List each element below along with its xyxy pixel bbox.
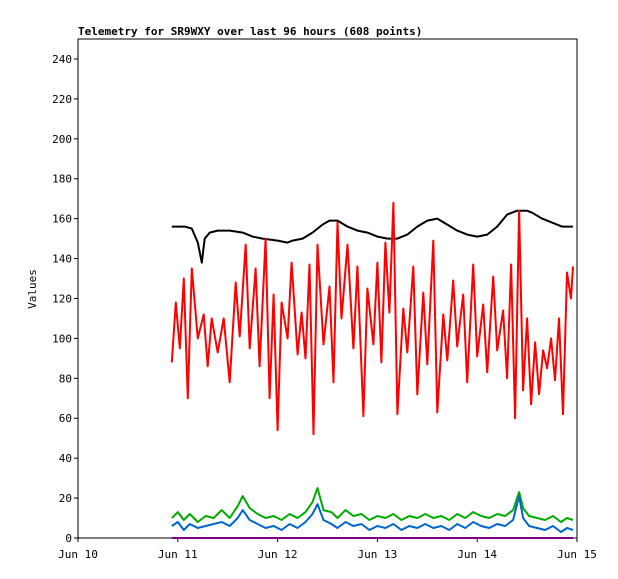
y-tick-label: 240 bbox=[52, 53, 72, 66]
y-tick-label: 100 bbox=[52, 332, 72, 345]
y-tick-label: 40 bbox=[59, 452, 72, 465]
x-tick-label: Jun 15 bbox=[557, 548, 597, 561]
series-line-4 bbox=[171, 495, 574, 533]
y-axis-label: Values bbox=[26, 269, 39, 309]
x-tick-label: Jun 12 bbox=[258, 548, 298, 561]
y-tick-label: 160 bbox=[52, 213, 72, 226]
y-tick-label: 20 bbox=[59, 492, 72, 505]
y-tick-label: 80 bbox=[59, 372, 72, 385]
x-tick-label: Jun 10 bbox=[58, 548, 98, 561]
series-lines bbox=[170, 201, 574, 539]
x-tick-label: Jun 13 bbox=[358, 548, 398, 561]
y-tick-label: 220 bbox=[52, 93, 72, 106]
x-axis: Jun 10 Jun 11 Jun 12 Jun 13 Jun 14 Jun 15 bbox=[58, 538, 597, 561]
y-tick-label: 60 bbox=[59, 412, 72, 425]
y-tick-label: 120 bbox=[52, 292, 72, 305]
series-line-3 bbox=[171, 487, 574, 523]
x-tick-label: Jun 11 bbox=[158, 548, 198, 561]
x-tick-label: Jun 14 bbox=[457, 548, 497, 561]
series-line-2 bbox=[170, 201, 574, 436]
series-line-1 bbox=[171, 209, 573, 264]
y-tick-label: 140 bbox=[52, 253, 72, 266]
y-tick-label: 180 bbox=[52, 173, 72, 186]
chart-title: Telemetry for SR9WXY over last 96 hours … bbox=[78, 25, 422, 38]
y-tick-label: 0 bbox=[65, 532, 72, 545]
y-axis: 0 20 40 60 80 100 120 140 160 180 200 220 240 bbox=[52, 53, 78, 545]
y-tick-label: 200 bbox=[52, 133, 72, 146]
